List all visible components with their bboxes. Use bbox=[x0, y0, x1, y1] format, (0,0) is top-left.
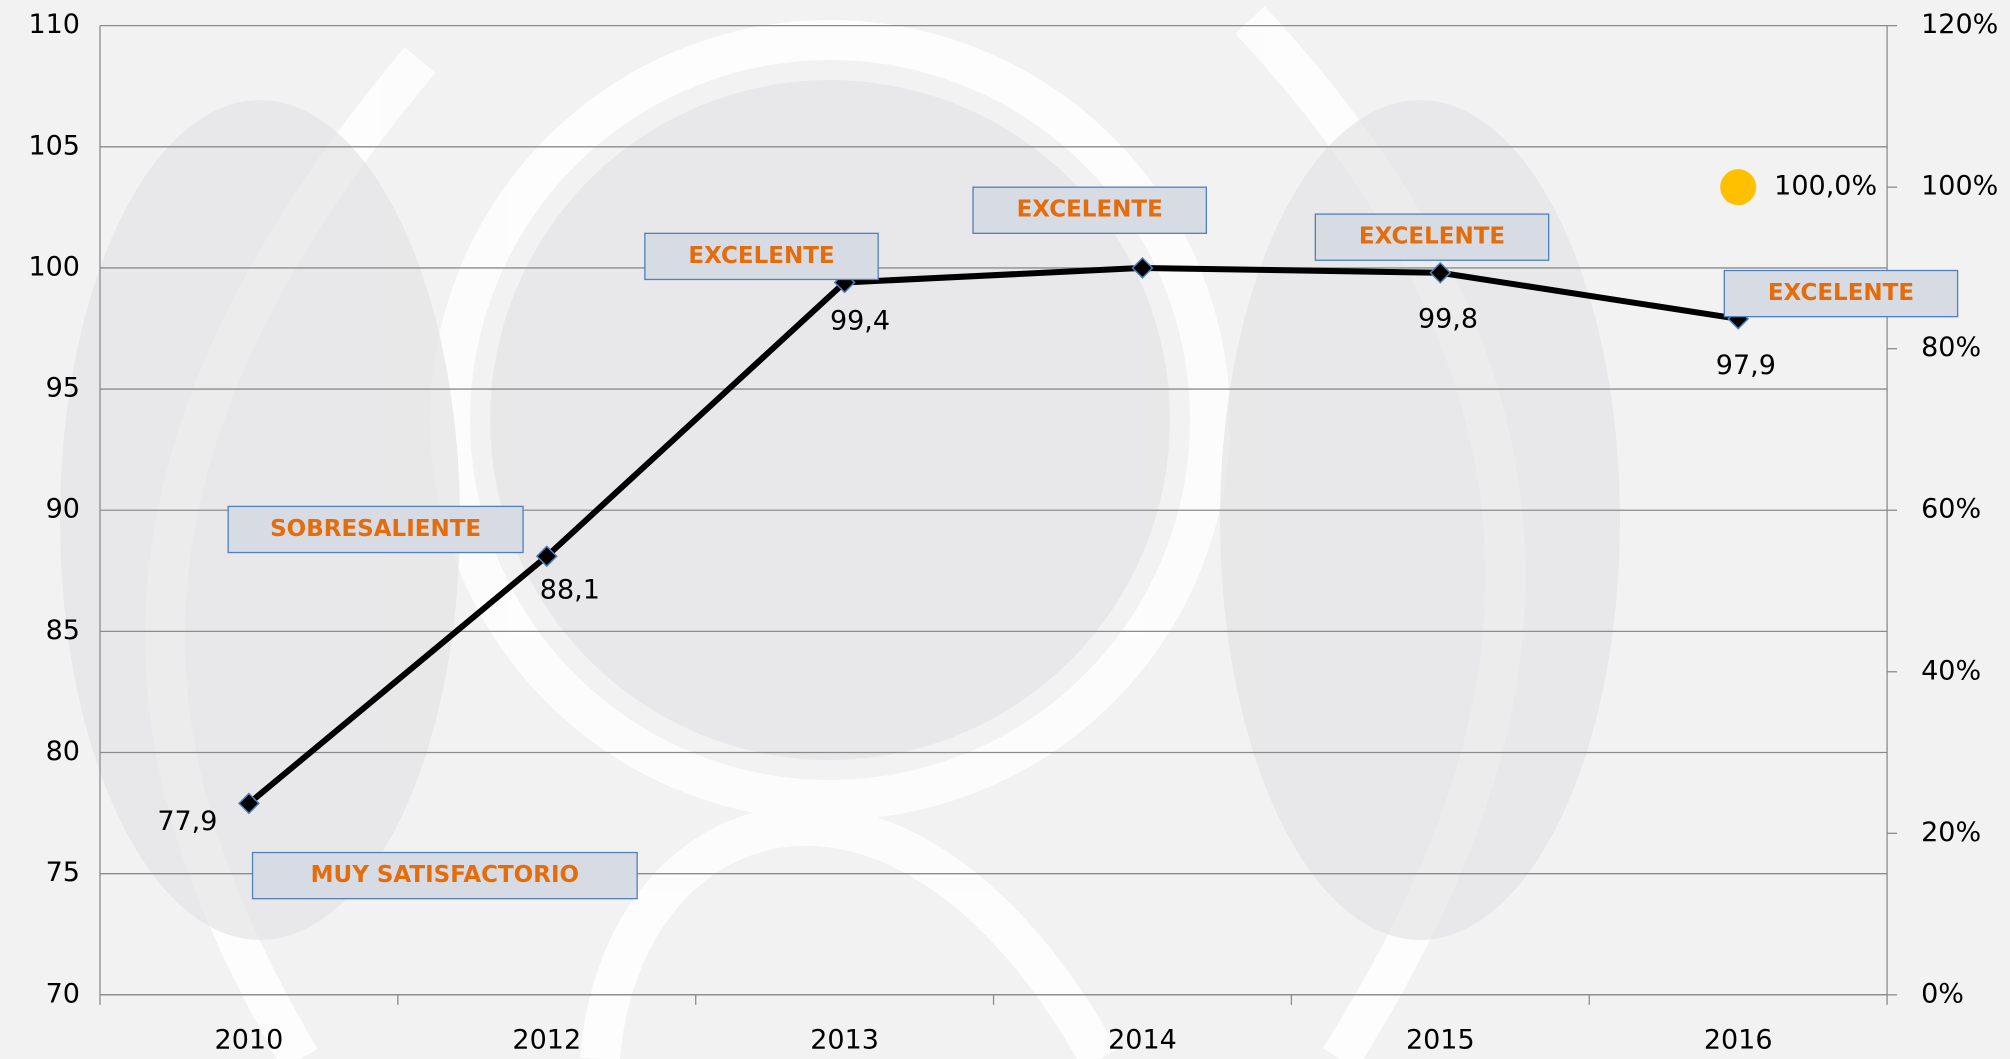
x-tick-label: 2015 bbox=[1406, 1024, 1475, 1055]
y2-tick-label: 20% bbox=[1921, 817, 1981, 848]
y-tick-label: 100 bbox=[28, 251, 80, 282]
annotation: EXCELENTE bbox=[1359, 224, 1505, 250]
x-tick-label: 2010 bbox=[215, 1024, 284, 1055]
y-tick-label: 105 bbox=[28, 130, 80, 161]
y-tick-label: 75 bbox=[46, 857, 80, 888]
annotation: MUY SATISFACTORIO bbox=[311, 862, 579, 888]
x-tick-label: 2012 bbox=[512, 1024, 581, 1055]
data-label: 97,9 bbox=[1716, 350, 1776, 381]
x-tick-label: 2014 bbox=[1108, 1024, 1177, 1055]
annotation: EXCELENTE bbox=[1017, 197, 1163, 223]
y2-tick-label: 0% bbox=[1921, 978, 1964, 1009]
y-tick-label: 90 bbox=[46, 494, 80, 525]
y2-tick-label: 120% bbox=[1921, 9, 1998, 40]
data-label: 100,0% bbox=[1774, 171, 1877, 202]
y-tick-label: 80 bbox=[46, 736, 80, 767]
y2-tick-label: 100% bbox=[1921, 171, 1998, 202]
marker bbox=[1720, 169, 1756, 205]
y-tick-label: 110 bbox=[28, 9, 80, 40]
y-tick-label: 70 bbox=[46, 978, 80, 1009]
y2-tick-label: 60% bbox=[1921, 494, 1981, 525]
data-label: 88,1 bbox=[540, 574, 600, 605]
data-label: 99,8 bbox=[1418, 304, 1478, 335]
y2-tick-label: 80% bbox=[1921, 332, 1981, 363]
x-tick-label: 2013 bbox=[810, 1024, 879, 1055]
annotation: SOBRESALIENTE bbox=[270, 516, 481, 542]
data-label: 77,9 bbox=[157, 806, 217, 837]
data-label: 99,4 bbox=[830, 306, 890, 337]
annotation: EXCELENTE bbox=[1768, 280, 1914, 306]
y-tick-label: 95 bbox=[46, 373, 80, 404]
chart: 70 75 80 85 90 95 100 105 110 0% 20% 40% 60% 80% 100% 1… bbox=[0, 0, 2010, 1059]
y2-tick-label: 40% bbox=[1921, 655, 1981, 686]
annotation: EXCELENTE bbox=[688, 243, 834, 269]
y-tick-label: 85 bbox=[46, 615, 80, 646]
x-tick-label: 2016 bbox=[1704, 1024, 1773, 1055]
